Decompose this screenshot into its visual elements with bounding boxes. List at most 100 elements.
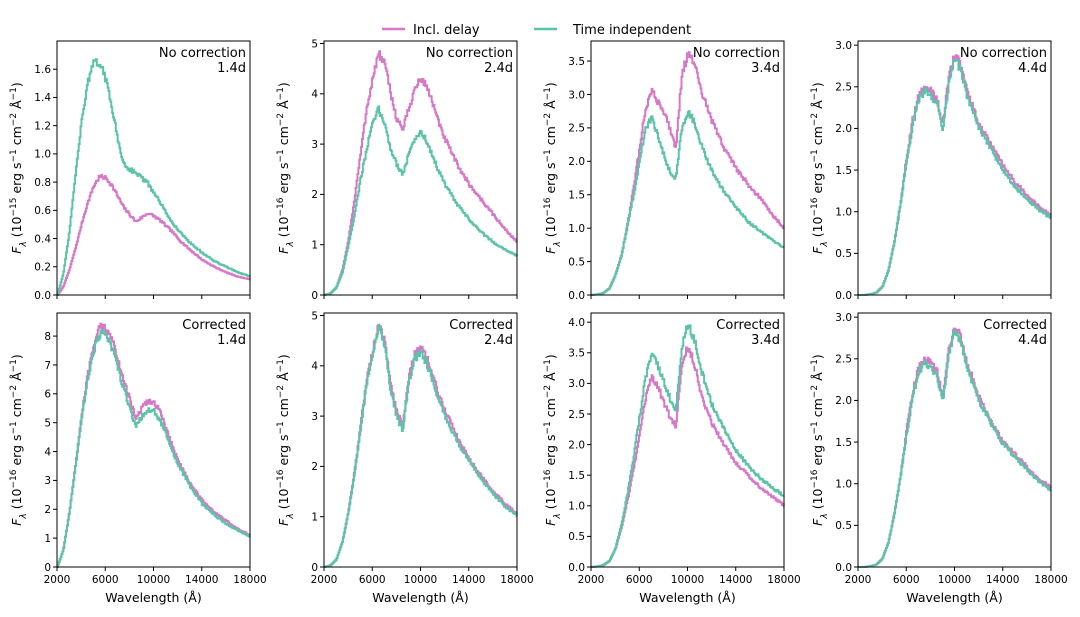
y-axis-title-part: λ — [820, 241, 830, 247]
series-line-incl-delay — [56, 173, 251, 296]
panel-correction-label: No correction — [159, 46, 246, 61]
y-axis-title-part: λ — [820, 513, 830, 519]
y-axis-title-part: (10 — [543, 488, 558, 513]
y-tick-label: 1.4 — [34, 92, 51, 104]
y-tick-label: 0.0 — [835, 562, 852, 574]
y-axis-title-part: −2 — [810, 385, 820, 398]
y-axis-title-part: F — [543, 246, 558, 254]
y-axis-title-part: ) — [810, 354, 825, 359]
y-tick-label: 0.6 — [34, 205, 51, 217]
y-tick-label: 1.5 — [568, 190, 585, 202]
y-axis-title-part: −1 — [543, 359, 553, 372]
y-tick-label: 2 — [311, 461, 318, 473]
y-tick-label: 0.2 — [34, 262, 51, 274]
y-axis-title-part: λ — [19, 513, 29, 519]
y-axis-title-part: erg s — [276, 434, 291, 469]
x-axis-title: Wavelength (Å) — [105, 590, 201, 605]
x-tick-label: 10000 — [404, 574, 437, 586]
y-axis-title-part: −1 — [9, 359, 19, 372]
x-tick-label: 10000 — [671, 574, 704, 586]
x-tick-label: 2000 — [311, 574, 338, 586]
y-axis-title-part: erg s — [810, 162, 825, 197]
y-axis-title-part: λ — [553, 241, 563, 247]
y-axis-title-part: (10 — [810, 488, 825, 513]
y-tick-label: 2.5 — [568, 409, 585, 421]
series-line-incl-delay — [858, 54, 1052, 296]
x-tick-label: 10000 — [938, 574, 971, 586]
y-axis-title-part: (10 — [276, 488, 291, 513]
x-tick-label: 6000 — [359, 574, 386, 586]
y-axis-title: Fλ (10−16 erg s−1 cm−2 Å−1) — [543, 82, 563, 254]
x-tick-label: 18000 — [233, 574, 266, 586]
y-tick-label: 4 — [44, 446, 51, 458]
axes-frame — [56, 312, 251, 568]
y-axis-title: Fλ (10−16 erg s−1 cm−2 Å−1) — [9, 354, 29, 526]
y-axis-title-part: ) — [810, 82, 825, 87]
series-line-time-independent — [858, 58, 1052, 296]
y-axis-title-part: F — [276, 246, 291, 254]
x-tick-label: 18000 — [767, 574, 800, 586]
y-tick-label: 2.0 — [835, 123, 852, 135]
y-axis-title-part: Å — [276, 100, 291, 113]
x-tick-label: 18000 — [1034, 574, 1067, 586]
y-tick-label: 3.0 — [835, 40, 852, 52]
y-tick-label: 4.0 — [568, 317, 585, 329]
panel-correction-label: Corrected — [182, 318, 246, 333]
panel-time-label: 3.4d — [751, 61, 780, 76]
y-tick-label: 0 — [311, 562, 318, 574]
y-tick-label: 1 — [311, 512, 318, 524]
y-axis-title-part: −1 — [276, 421, 286, 434]
y-tick-label: 0 — [44, 562, 51, 574]
panel-time-label: 2.4d — [484, 61, 513, 76]
panel-corrected-1.4d: 0 1 2 3 4 5 6 7 8 2000 6000 10000 14000 18000 Correcte… — [9, 312, 267, 605]
panel-time-label: 1.4d — [217, 333, 246, 348]
y-axis-title-part: (10 — [543, 216, 558, 241]
y-tick-label: 8 — [44, 331, 51, 343]
y-axis-title: Fλ (10−16 erg s−1 cm−2 Å−1) — [543, 354, 563, 526]
series-line-time-independent — [590, 110, 785, 296]
y-axis-title-part: cm — [543, 398, 558, 421]
y-axis-title-part: −16 — [543, 469, 553, 488]
panel-correction-label: Corrected — [983, 318, 1047, 333]
y-axis-title-part: −16 — [9, 469, 19, 488]
y-tick-label: 0.4 — [34, 233, 51, 245]
series-line-incl-delay — [858, 327, 1052, 568]
y-axis-title-part: Å — [9, 372, 24, 385]
x-tick-label: 14000 — [719, 574, 752, 586]
y-axis-title-part: −1 — [9, 149, 19, 162]
panel-time-label: 4.4d — [1018, 333, 1047, 348]
series-line-incl-delay — [323, 50, 518, 296]
x-tick-label: 6000 — [893, 574, 920, 586]
y-axis-title-part: −1 — [810, 87, 820, 100]
y-axis-title-part: Å — [9, 100, 24, 113]
y-tick-label: 1.0 — [568, 501, 585, 513]
y-axis-title-part: −2 — [543, 113, 553, 126]
y-axis-title-part: cm — [9, 126, 24, 149]
y-axis-title-part: F — [810, 246, 825, 254]
y-axis-title-part: −16 — [543, 197, 553, 216]
y-axis-title: Fλ (10−16 erg s−1 cm−2 Å−1) — [276, 354, 296, 526]
y-axis-title-part: −16 — [810, 197, 820, 216]
y-axis-title-part: −15 — [9, 198, 19, 217]
y-axis-title-part: (10 — [810, 216, 825, 241]
panels: 0.0 0.2 0.4 0.6 0.8 1.0 1.2 1.4 1.6 No correction… — [9, 38, 1068, 605]
legend-label-incl-delay: Incl. delay — [413, 23, 480, 38]
y-tick-label: 0.0 — [568, 562, 585, 574]
x-axis-title: Wavelength (Å) — [639, 590, 735, 605]
series-line-incl-delay — [56, 322, 251, 568]
y-axis-title-part: cm — [276, 398, 291, 421]
y-axis-title-part: Å — [810, 100, 825, 113]
y-axis-title-part: −16 — [810, 469, 820, 488]
x-tick-label: 2000 — [578, 574, 605, 586]
y-tick-label: 1.0 — [568, 223, 585, 235]
series-line-time-independent — [858, 330, 1052, 568]
y-axis-title-part: Å — [543, 100, 558, 113]
x-tick-label: 10000 — [137, 574, 170, 586]
y-axis-title-part: −1 — [9, 87, 19, 100]
y-tick-label: 3 — [311, 139, 318, 151]
y-axis-title-part: F — [276, 518, 291, 526]
x-tick-label: 2000 — [44, 574, 71, 586]
y-axis-title-part: −2 — [810, 113, 820, 126]
